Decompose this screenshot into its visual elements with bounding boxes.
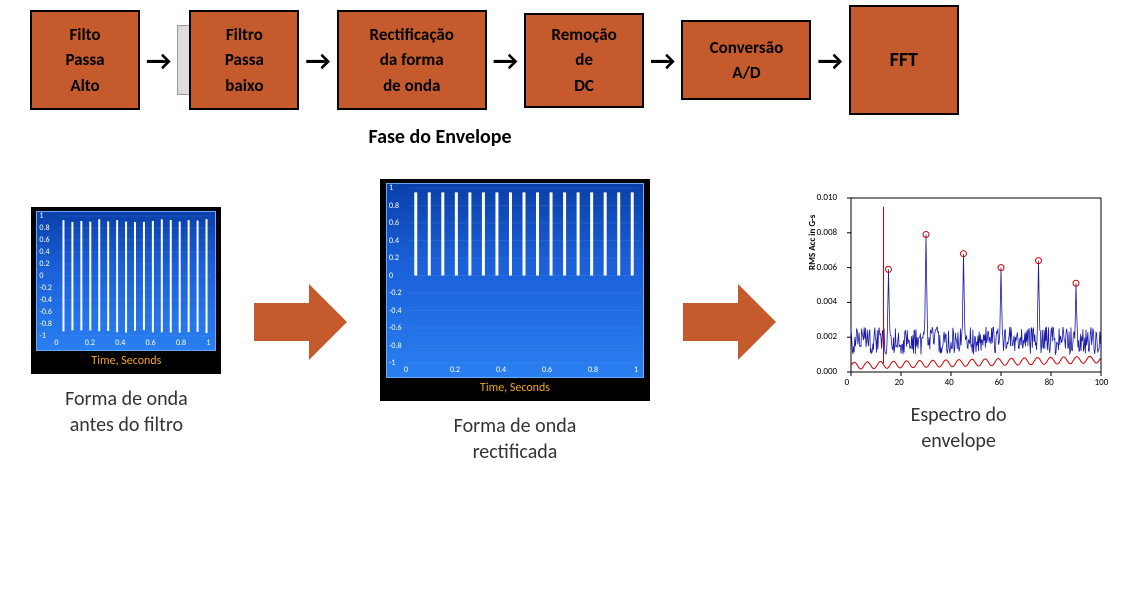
block-fft: FFT (849, 5, 959, 115)
big-arrow-icon (683, 284, 776, 360)
block-line: Remoção (530, 22, 638, 48)
block-highpass: Filto Passa Alto (30, 10, 140, 110)
block-line: Conversão (687, 35, 805, 61)
block-line: da forma (343, 47, 481, 73)
block-line: Alto (36, 73, 134, 99)
chart2-plot: 10.80.60.40.20-0.2-0.4-0.6-0.8-100.20.40… (386, 183, 644, 378)
chart1-caption: Forma de ondaantes do filtro (65, 386, 188, 438)
block-rectify: Rectificação da forma de onda (337, 10, 487, 110)
chart2-group: 10.80.60.40.20-0.2-0.4-0.6-0.8-100.20.40… (380, 179, 650, 465)
block-line: de (530, 47, 638, 73)
chart3-plot: 0.0100.0080.0060.0040.0020.0000204060801… (809, 190, 1109, 390)
phase-label: Fase do Envelope (0, 125, 1140, 149)
block-line: Rectificação (343, 22, 481, 48)
chart3-group: 0.0100.0080.0060.0040.0020.0000204060801… (809, 190, 1109, 454)
chart1-xlabel: Time, Seconds (91, 351, 161, 370)
chart1-group: 10.80.60.40.20-0.2-0.4-0.6-0.8-100.20.40… (31, 207, 221, 438)
block-dc-remove: Remoção de DC (524, 13, 644, 108)
arrow-icon: → (146, 43, 171, 78)
block-line: de onda (343, 73, 481, 99)
chart3-caption: Espectro doenvelope (911, 402, 1007, 454)
arrow-icon: → (650, 43, 675, 78)
block-line: Filto (36, 22, 134, 48)
chart2-caption: Forma de ondarectificada (454, 413, 577, 465)
chart1-frame: 10.80.60.40.20-0.2-0.4-0.6-0.8-100.20.40… (31, 207, 221, 374)
block-line: Filtro (195, 22, 293, 48)
arrow-icon: → (493, 43, 518, 78)
chart2-xlabel: Time, Seconds (480, 378, 550, 397)
block-line: Passa (36, 47, 134, 73)
big-arrow-icon (254, 284, 347, 360)
block-line: DC (530, 73, 638, 99)
block-line: A/D (687, 60, 805, 86)
block-line: Passa (195, 47, 293, 73)
chart2-frame: 10.80.60.40.20-0.2-0.4-0.6-0.8-100.20.40… (380, 179, 650, 401)
block-ad: Conversão A/D (681, 20, 811, 100)
arrow-icon: → (305, 43, 330, 78)
bottom-row: 10.80.60.40.20-0.2-0.4-0.6-0.8-100.20.40… (0, 179, 1140, 465)
chart1-plot: 10.80.60.40.20-0.2-0.4-0.6-0.8-100.20.40… (36, 211, 216, 351)
flow-row: Filto Passa Alto → Filtro Passa baixo → … (0, 0, 1140, 115)
block-lowpass: Filtro Passa baixo (189, 10, 299, 110)
arrow-icon: → (817, 43, 842, 78)
block-line: baixo (195, 73, 293, 99)
block-line: FFT (855, 45, 953, 75)
